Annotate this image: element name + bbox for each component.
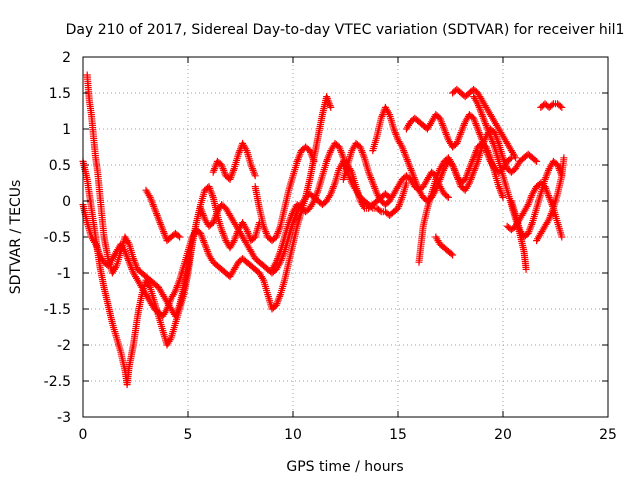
data-point xyxy=(556,102,564,110)
data-point xyxy=(367,203,375,211)
chart-title: Day 210 of 2017, Sidereal Day-to-day VTE… xyxy=(66,22,625,38)
x-axis-title: GPS time / hours xyxy=(286,459,403,475)
data-point xyxy=(548,101,556,109)
x-tick-label: 15 xyxy=(389,427,407,443)
x-tick-label: 20 xyxy=(494,427,512,443)
data-point xyxy=(499,193,507,201)
y-tick-label: -1.5 xyxy=(44,302,71,318)
x-tick-label: 25 xyxy=(599,427,617,443)
y-tick-label: 2 xyxy=(62,50,71,66)
y-axis-title: SDTVAR / TECUs xyxy=(8,180,24,295)
x-tick-label: 10 xyxy=(284,427,302,443)
data-point xyxy=(327,103,335,111)
data-point xyxy=(449,251,457,259)
y-tick-label: 1 xyxy=(62,122,71,138)
data-point xyxy=(533,157,541,165)
data-point xyxy=(310,157,318,165)
axis-ticks xyxy=(82,56,609,418)
y-tick-label: 0 xyxy=(62,194,71,210)
y-tick-labels: 2 1.5 1 0.5 0 -0.5 -1 -1.5 -2 -2.5 -3 xyxy=(44,50,71,426)
data-point xyxy=(560,154,568,162)
data-point xyxy=(506,155,514,163)
x-tick-label: 5 xyxy=(184,427,193,443)
y-tick-label: -3 xyxy=(57,410,71,426)
y-tick-label: -2 xyxy=(57,338,71,354)
y-tick-label: -1 xyxy=(57,266,71,282)
data-point xyxy=(444,193,452,201)
data-point xyxy=(512,154,520,162)
plot-frame xyxy=(82,56,609,418)
data-point xyxy=(376,207,384,215)
y-tick-label: 0.5 xyxy=(49,158,71,174)
data-points xyxy=(79,71,568,389)
data-point xyxy=(558,103,566,111)
data-point xyxy=(522,265,530,273)
data-point xyxy=(443,192,451,200)
data-point xyxy=(558,233,566,241)
data-point xyxy=(531,156,539,164)
data-point xyxy=(251,172,259,180)
data-point xyxy=(402,179,410,187)
data-point xyxy=(174,232,182,240)
data-point xyxy=(447,250,455,258)
y-tick-label: -0.5 xyxy=(44,230,71,246)
y-tick-label: -2.5 xyxy=(44,374,71,390)
x-tick-labels: 0 5 10 15 20 25 xyxy=(79,427,617,443)
data-point xyxy=(176,233,184,241)
x-tick-label: 0 xyxy=(79,427,88,443)
grid-lines xyxy=(83,57,608,417)
y-tick-label: 1.5 xyxy=(49,86,71,102)
